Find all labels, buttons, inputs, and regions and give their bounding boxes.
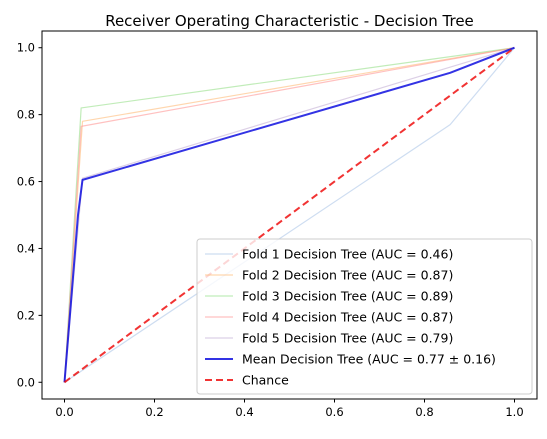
y-tick-label: 0.6 [17,175,35,189]
y-tick-label: 0.2 [17,308,35,322]
legend-label-3: Fold 3 Decision Tree (AUC = 0.89) [242,289,453,304]
series-line-6 [63,46,515,383]
y-tick-label: 1.0 [17,41,35,55]
legend-label-1: Fold 1 Decision Tree (AUC = 0.46) [242,247,453,262]
x-tick-label: 0.6 [325,405,343,419]
legend-box [196,238,533,395]
legend-label-6: Mean Decision Tree (AUC = 0.77 ± 0.16) [242,352,496,367]
legend-label-2: Fold 2 Decision Tree (AUC = 0.87) [242,268,453,283]
plot-lines [63,46,516,384]
x-tick-label: 1.0 [505,405,523,419]
series-line-4 [63,47,515,383]
x-tick-label: 0.4 [235,405,253,419]
x-axis: 0.0 0.2 0.4 0.6 0.8 1.0 [55,399,524,419]
x-tick-label: 0.8 [415,405,433,419]
legend-label-4: Fold 4 Decision Tree (AUC = 0.87) [242,310,453,325]
y-tick-label: 0.4 [17,241,35,255]
series-line-1 [64,47,515,383]
legend-label-5: Fold 5 Decision Tree (AUC = 0.79) [242,331,453,346]
x-tick-label: 0.2 [145,405,163,419]
plot-frame [41,30,538,400]
y-tick-label: 0.8 [17,108,35,122]
legend: Fold 1 Decision Tree (AUC = 0.46) Fold 2 … [196,238,533,395]
y-axis: 0.0 0.2 0.4 0.6 0.8 1.0 [17,41,42,389]
chart-title: Receiver Operating Characteristic - Deci… [105,12,474,30]
y-tick-label: 0.0 [17,375,35,389]
x-tick-label: 0.0 [55,405,73,419]
legend-label-7: Chance [242,373,289,388]
series-line-7 [63,46,516,384]
